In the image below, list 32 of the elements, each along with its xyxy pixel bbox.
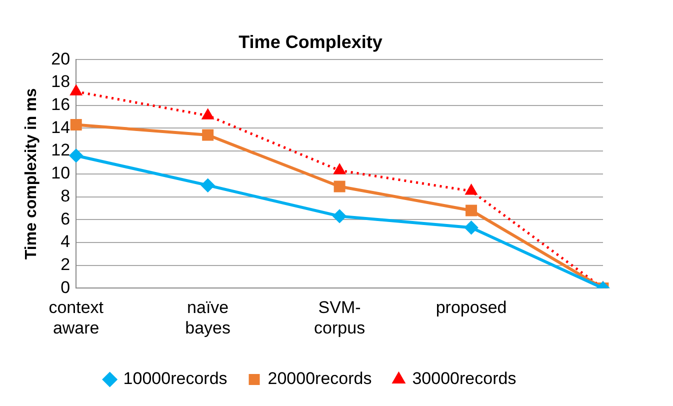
y-tick-label: 6 bbox=[60, 209, 70, 228]
point bbox=[70, 85, 82, 96]
y-tick-label: 18 bbox=[51, 72, 70, 92]
y-tick-label: 4 bbox=[60, 232, 70, 252]
x-tick-label: context aware bbox=[48, 298, 104, 338]
point bbox=[464, 221, 478, 234]
point bbox=[70, 119, 82, 130]
legend-label: 10000records bbox=[123, 369, 228, 388]
legend-label: 20000records bbox=[268, 369, 372, 388]
point bbox=[202, 129, 214, 141]
y-tick-label: 20 bbox=[51, 49, 70, 68]
y-tick-label: 0 bbox=[60, 278, 70, 297]
y-axis-title: Time complexity in ms bbox=[23, 88, 40, 260]
point bbox=[334, 164, 346, 174]
x-tick-label: proposed bbox=[436, 298, 507, 318]
point bbox=[334, 180, 346, 192]
x-tick-label: SVM-corpus bbox=[314, 298, 366, 338]
point bbox=[333, 210, 346, 223]
y-tick-label: 10 bbox=[51, 164, 70, 183]
point bbox=[466, 184, 477, 195]
y-tick-label: 12 bbox=[51, 140, 70, 160]
legend-label: 30000records bbox=[412, 369, 516, 388]
y-tick-label: 8 bbox=[60, 186, 70, 206]
y-tick-label: 2 bbox=[60, 255, 70, 274]
y-tick-label: 14 bbox=[51, 118, 70, 137]
point bbox=[201, 178, 214, 192]
chart-title: Time Complexity bbox=[238, 32, 382, 52]
point bbox=[466, 204, 478, 216]
point bbox=[70, 149, 83, 162]
point bbox=[202, 109, 214, 120]
y-tick-label: 16 bbox=[51, 95, 70, 114]
x-tick-label: naïve bayes bbox=[185, 298, 231, 338]
